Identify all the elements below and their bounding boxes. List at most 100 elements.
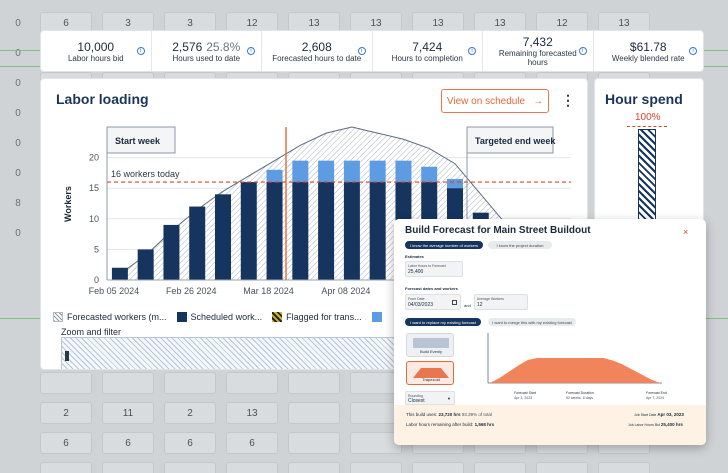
forecast-duration-label: Forecast Duration: [566, 391, 594, 395]
legend-item[interactable]: Flagged for trans...: [272, 309, 362, 325]
sheet-cell[interactable]: [164, 462, 216, 473]
toggle-project-duration[interactable]: I know the project duration: [488, 241, 552, 249]
sheet-cell[interactable]: 2: [164, 402, 216, 424]
trapezoid-label: Trapezoid: [422, 377, 440, 382]
labor-hours-input[interactable]: Labor Hours to Forecast 25,400: [405, 261, 463, 277]
y-tick-label: 15: [89, 183, 99, 193]
y-tick-label: 0: [94, 275, 99, 285]
sheet-cell[interactable]: [412, 462, 464, 473]
job-start-caption: Job Start Date: [634, 413, 657, 417]
job-start-row: Job Start Date Apr 03, 2023: [634, 412, 684, 417]
forecast-bar: [343, 160, 360, 183]
sheet-cell[interactable]: [40, 372, 92, 394]
legend-item-blue[interactable]: [371, 309, 382, 325]
sheet-cell[interactable]: 13: [226, 402, 278, 424]
sheet-cell[interactable]: [350, 462, 402, 473]
sheet-row-number: [0, 398, 36, 428]
labor-loading-title: Labor loading: [56, 91, 149, 107]
hour-spend-percent: 100%: [635, 112, 661, 123]
scheduled-bar: [215, 194, 231, 280]
info-icon[interactable]: i: [247, 47, 255, 55]
info-icon[interactable]: i: [468, 47, 476, 55]
forecast-preview-area: [490, 358, 660, 383]
y-tick-label: 10: [89, 214, 99, 224]
sheet-cell[interactable]: 2: [40, 402, 92, 424]
sheet-row-number: [0, 458, 36, 473]
sheet-row-number: [0, 428, 36, 458]
average-workers-value: 12: [477, 302, 483, 308]
info-icon[interactable]: i: [689, 47, 697, 55]
info-icon[interactable]: i: [357, 47, 366, 55]
legend-item[interactable]: Forecasted workers (m...: [53, 309, 167, 325]
sheet-cell[interactable]: 6: [164, 432, 216, 454]
trapezoid-button[interactable]: Trapezoid: [406, 361, 454, 385]
sheet-cell[interactable]: [102, 372, 154, 394]
view-on-schedule-button[interactable]: View on schedule →: [441, 89, 549, 113]
build-uses-caption: This build uses:: [406, 412, 438, 417]
sheet-cell[interactable]: 6: [102, 432, 154, 454]
sheet-cell[interactable]: [288, 402, 340, 424]
forecast-bar: [421, 166, 438, 183]
sheet-cell[interactable]: [102, 462, 154, 473]
sheet-cell[interactable]: [536, 462, 588, 473]
stat-label: Weekly blended rate: [611, 53, 685, 63]
info-icon[interactable]: i: [136, 47, 145, 55]
sheet-cell[interactable]: [288, 432, 340, 454]
estimates-label: Estimates: [405, 254, 424, 259]
info-icon[interactable]: i: [578, 47, 587, 55]
sheet-cell[interactable]: [226, 462, 278, 473]
sheet-cell[interactable]: 6: [40, 12, 92, 34]
stat-item: 7,432 Remaining forecasted hours i: [483, 31, 594, 71]
sheet-cell[interactable]: [288, 372, 340, 394]
job-start-value: Apr 03, 2023: [657, 412, 684, 417]
replace-forecast-button[interactable]: I want to replace my existing forecast: [405, 318, 481, 326]
scheduled-bar: [318, 182, 335, 280]
sheet-row-number: 0: [15, 227, 21, 239]
x-tick-label: Apr 08 2024: [321, 286, 370, 296]
from-date-caption: From Date: [408, 297, 425, 301]
job-hours-value: 25,400 hrs: [660, 422, 683, 427]
stat-item: 2,608 Forecasted hours to date i: [262, 31, 373, 71]
stat-value: 2,608: [301, 39, 332, 54]
sheet-cell[interactable]: [474, 462, 526, 473]
toggle-average-workers[interactable]: I know the average number of workers: [405, 241, 483, 249]
calendar-icon[interactable]: [452, 300, 457, 305]
labor-hours-value: 25,400: [408, 269, 424, 275]
average-workers-input[interactable]: Average Workers 12: [474, 294, 528, 310]
forecast-bar: [395, 160, 412, 183]
scheduled-bar: [189, 206, 206, 280]
sheet-cell[interactable]: 6: [226, 432, 278, 454]
sheet-cell[interactable]: [598, 462, 650, 473]
build-evenly-button[interactable]: Build Evenly: [406, 333, 454, 357]
sheet-cell[interactable]: 6: [40, 432, 92, 454]
rounding-select[interactable]: Rounding Closest ▼: [405, 391, 455, 405]
rounding-caption: Rounding: [408, 394, 423, 398]
close-icon[interactable]: ×: [683, 227, 689, 237]
sheet-cell[interactable]: [288, 462, 340, 473]
x-tick-label: Feb 05 2024: [89, 286, 140, 296]
forecast-start-date: Apr 3, 2023: [514, 396, 533, 400]
stat-percent: 25.8%: [206, 39, 241, 54]
forecast-start-label: Forecast Start: [514, 391, 536, 395]
hours-remaining-caption: Labor hours remaining after build:: [406, 422, 474, 427]
stats-bar: 10,000 Labor hours bid i 2,576 25.8% Hours us…: [40, 30, 704, 72]
more-options-icon[interactable]: ⋮: [561, 92, 575, 108]
legend-item[interactable]: Scheduled work...: [176, 309, 262, 325]
merge-forecast-button[interactable]: I want to merge this with my existing fo…: [488, 318, 576, 326]
from-date-input[interactable]: From Date 04/03/2023: [405, 294, 461, 310]
sheet-cell[interactable]: [164, 372, 216, 394]
modal-footer: This build uses: 23,720 hrs 93.39% of to…: [394, 405, 706, 445]
sheet-cell[interactable]: [226, 372, 278, 394]
zoom-handle[interactable]: [65, 351, 69, 361]
forecast-bar: [266, 169, 283, 183]
sheet-cell[interactable]: [40, 462, 92, 473]
build-forecast-modal: Build Forecast for Main Street Buildout …: [394, 219, 706, 445]
sheet-row-number: 0: [15, 77, 21, 89]
sheet-row-number: 0: [15, 17, 21, 29]
scheduled-bar: [240, 182, 257, 280]
sheet-row-number: 0: [15, 107, 21, 119]
workers-today-label: 16 workers today: [111, 169, 180, 179]
sheet-cell[interactable]: 11: [102, 402, 154, 424]
legend-swatch: [272, 312, 283, 322]
stat-label: Forecasted hours to date: [272, 53, 362, 63]
